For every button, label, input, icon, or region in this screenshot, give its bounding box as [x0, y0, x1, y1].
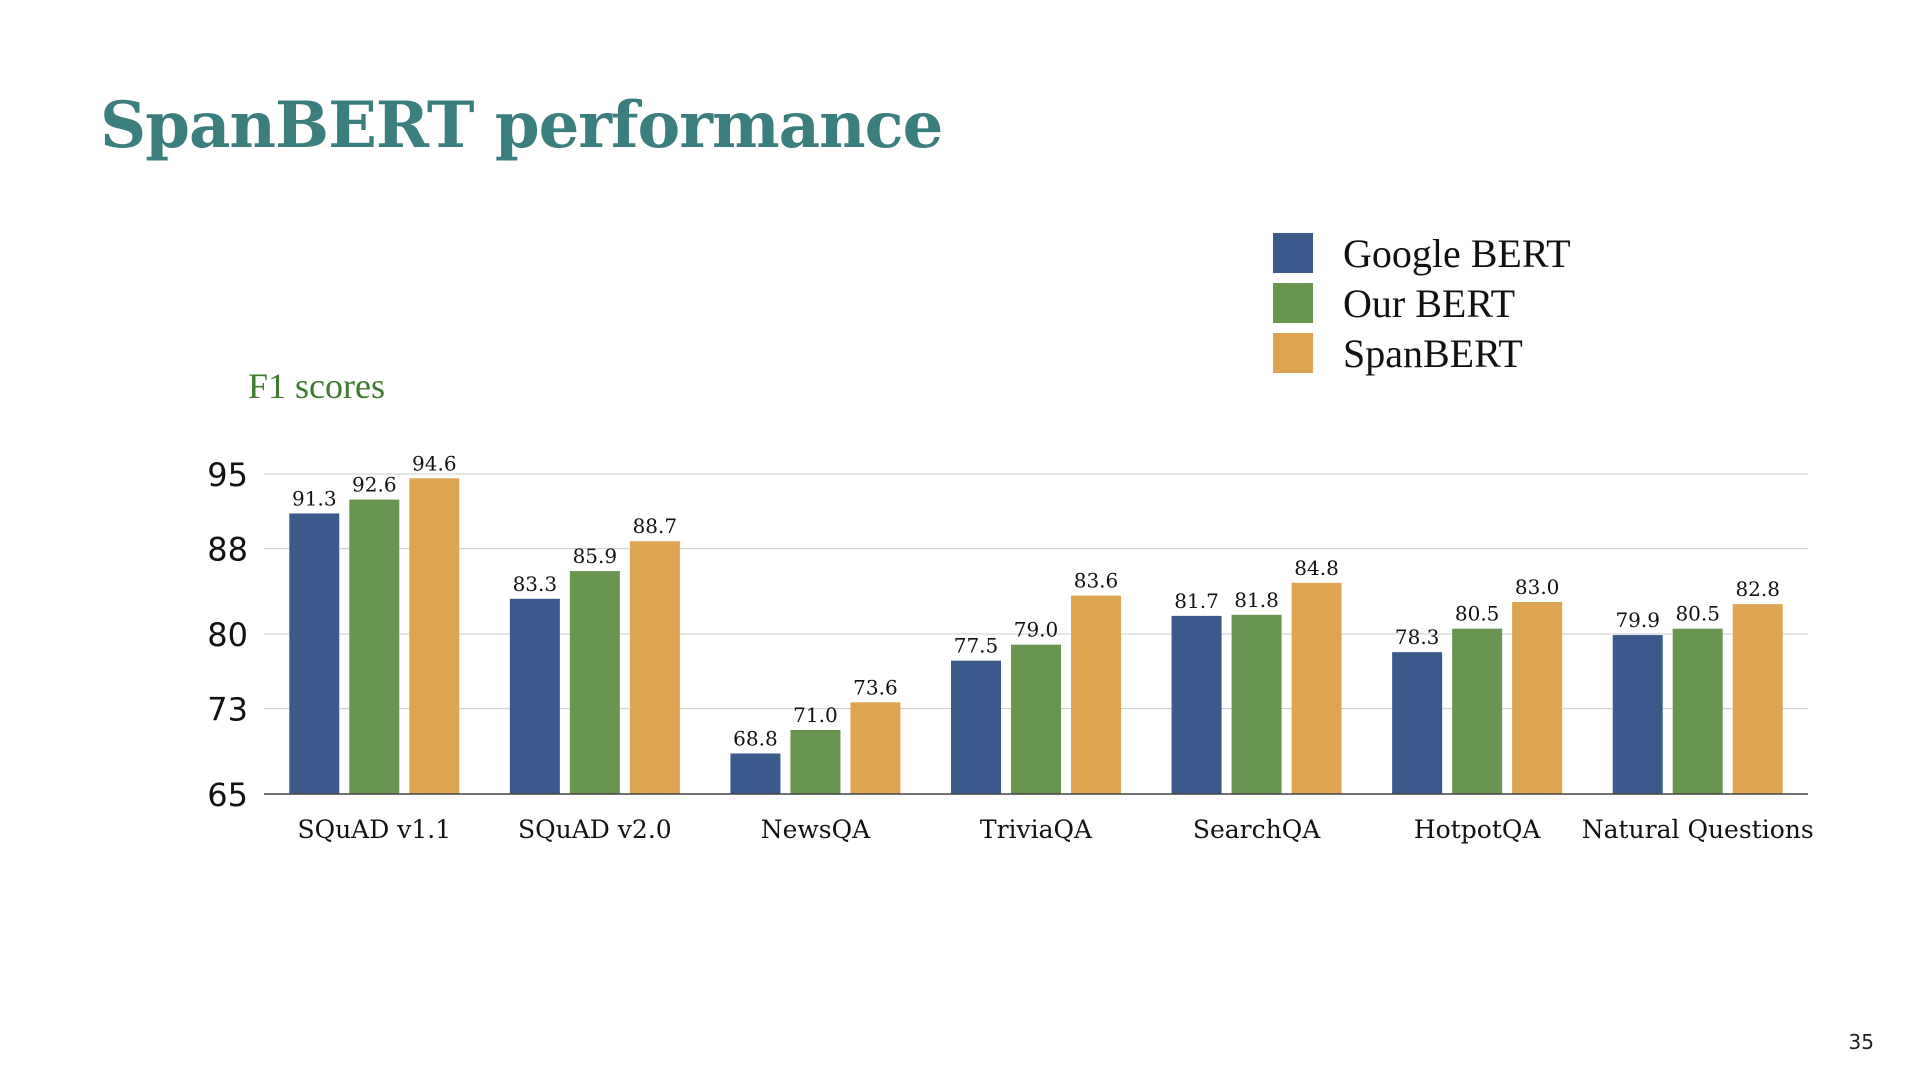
bar-spanbert-triviaqa [1071, 595, 1121, 794]
data-label: 71.0 [793, 703, 838, 727]
bar-google-bert-natural-questions [1612, 635, 1663, 794]
x-tick-label-newsqa: NewsQA [761, 815, 871, 844]
slide-title: SpanBERT performance [100, 88, 943, 163]
bar-our-bert-hotpotqa [1452, 628, 1503, 794]
x-tick-label-squad-v1-1: SQuAD v1.1 [297, 815, 451, 844]
bar-spanbert-squad-v1-1 [409, 478, 460, 794]
data-label: 92.6 [352, 473, 397, 497]
data-label: 73.6 [853, 675, 898, 699]
bar-google-bert-squad-v2-0 [509, 598, 560, 794]
y-tick-label: 65 [207, 776, 248, 814]
legend-item-spanbert: SpanBERT [1273, 328, 1571, 378]
bar-our-bert-newsqa [790, 730, 841, 794]
y-tick-label: 80 [207, 616, 248, 654]
y-tick-label: 73 [207, 691, 248, 729]
data-label: 79.0 [1014, 618, 1059, 642]
bar-spanbert-hotpotqa [1512, 602, 1563, 794]
bar-google-bert-searchqa [1171, 615, 1222, 794]
data-labels: 91.3 92.6 94.6 83.3 85.9 88.7 68.8 71.0 73.6 77.5… [292, 451, 1780, 750]
bars [289, 478, 1783, 794]
data-label: 80.5 [1675, 602, 1720, 626]
y-axis-label: F1 scores [248, 366, 385, 406]
legend-item-google-bert: Google BERT [1273, 228, 1571, 278]
data-label: 84.8 [1294, 556, 1339, 580]
bar-our-bert-searchqa [1231, 614, 1282, 794]
legend-label-spanbert: SpanBERT [1343, 330, 1523, 376]
data-label: 80.5 [1455, 602, 1500, 626]
bar-our-bert-squad-v1-1 [349, 499, 400, 794]
legend-swatch-our-bert [1273, 283, 1313, 323]
data-label: 77.5 [954, 634, 999, 658]
bar-google-bert-squad-v1-1 [289, 513, 340, 794]
x-tick-label-hotpotqa: HotpotQA [1414, 815, 1541, 844]
data-label: 91.3 [292, 486, 337, 510]
legend-swatch-google-bert [1273, 233, 1313, 273]
data-label: 85.9 [573, 544, 618, 568]
bar-google-bert-newsqa [730, 753, 781, 794]
data-label: 82.8 [1735, 577, 1780, 601]
bar-our-bert-squad-v2-0 [569, 571, 620, 794]
data-label: 88.7 [633, 514, 678, 538]
page-number: 35 [1848, 1030, 1874, 1054]
x-tick-label-squad-v2-0: SQuAD v2.0 [518, 815, 672, 844]
legend-label-our-bert: Our BERT [1343, 280, 1516, 326]
legend-item-our-bert: Our BERT [1273, 278, 1571, 328]
data-label: 94.6 [412, 451, 457, 475]
data-label: 81.7 [1174, 589, 1219, 613]
x-tick-label-triviaqa: TriviaQA [980, 815, 1093, 844]
bar-google-bert-hotpotqa [1392, 652, 1443, 794]
data-label: 79.9 [1615, 608, 1660, 632]
bar-spanbert-squad-v2-0 [629, 541, 680, 794]
x-tick-label-searchqa: SearchQA [1193, 815, 1321, 844]
bar-our-bert-natural-questions [1672, 628, 1723, 794]
legend-label-google-bert: Google BERT [1343, 230, 1571, 276]
data-label: 83.6 [1074, 569, 1119, 593]
bar-spanbert-searchqa [1291, 582, 1342, 794]
bar-spanbert-newsqa [850, 702, 901, 794]
x-axis-ticks: SQuAD v1.1 SQuAD v2.0 NewsQA TriviaQA Search… [297, 815, 1813, 844]
data-label: 81.8 [1234, 588, 1279, 612]
bar-our-bert-triviaqa [1011, 644, 1061, 794]
y-axis-ticks: 65 73 80 88 95 [207, 456, 248, 814]
bar-google-bert-triviaqa [951, 660, 1001, 794]
data-label: 68.8 [733, 726, 778, 750]
legend: Google BERT Our BERT SpanBERT [1273, 228, 1571, 378]
data-label: 83.0 [1515, 575, 1560, 599]
legend-swatch-spanbert [1273, 333, 1313, 373]
bar-spanbert-natural-questions [1732, 604, 1783, 794]
data-label: 83.3 [513, 572, 558, 596]
y-tick-label: 95 [207, 456, 248, 494]
y-tick-label: 88 [207, 531, 248, 569]
x-tick-label-natural-questions: Natural Questions [1582, 815, 1814, 844]
data-label: 78.3 [1395, 625, 1440, 649]
